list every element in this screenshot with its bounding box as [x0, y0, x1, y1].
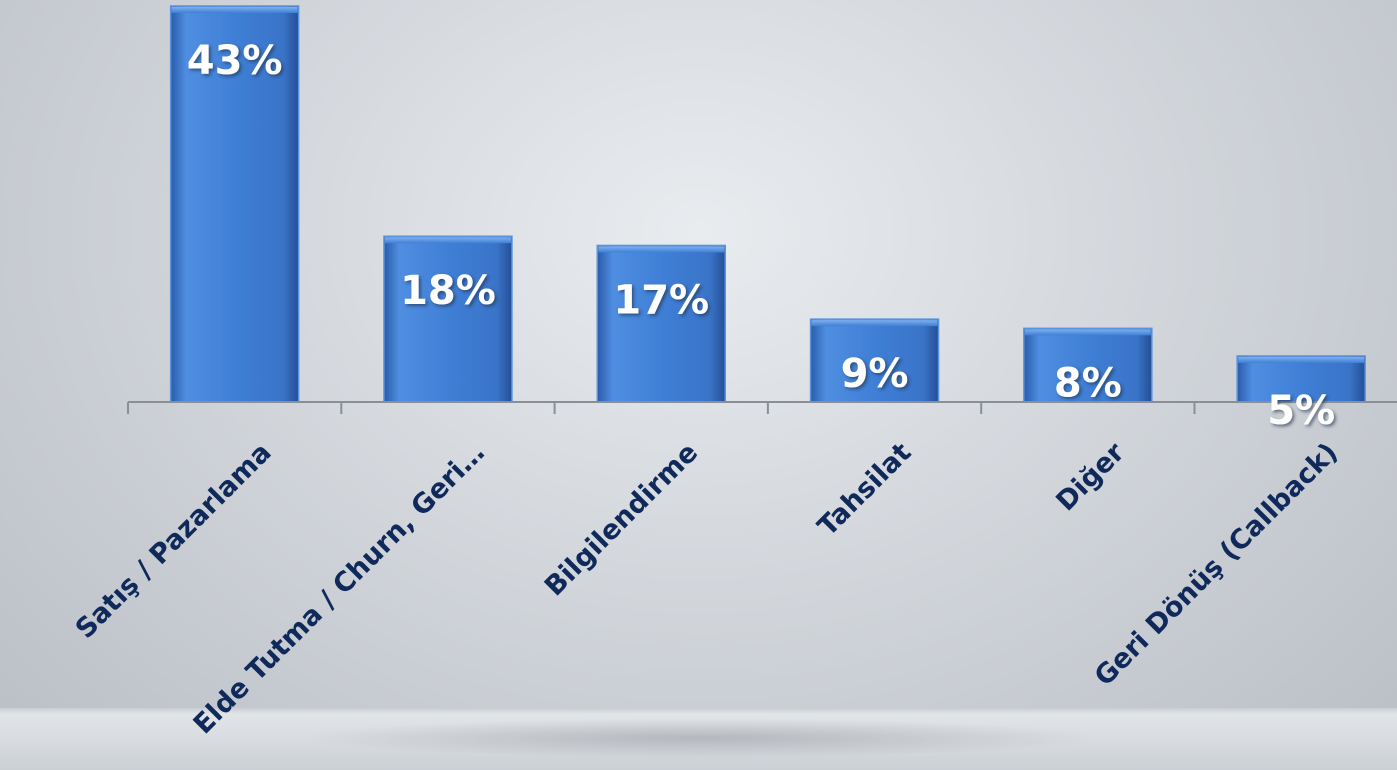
category-label: Diğer: [1050, 437, 1131, 518]
bar-4: [809, 318, 940, 403]
floor-shine: [300, 718, 1100, 758]
x-axis: [127, 401, 1397, 414]
bar-highlight: [811, 320, 938, 327]
bar-highlight: [1024, 329, 1151, 336]
bar-highlight: [384, 237, 511, 244]
bar-6: [1236, 355, 1366, 403]
bar-2: [383, 235, 513, 403]
category-label: Tahsilat: [812, 437, 917, 542]
data-label: 5%: [1267, 388, 1335, 434]
category-label: Geri Dönüş (Callback): [1089, 437, 1344, 692]
bar-highlight: [171, 7, 298, 13]
bars-layer: [169, 5, 1366, 403]
bar-highlight: [598, 246, 725, 253]
bar-3: [596, 244, 726, 403]
bar-5: [1023, 327, 1153, 403]
data-labels: 43% 18% 17% 9% 8% 5%: [187, 38, 1335, 434]
data-label: 9%: [841, 351, 909, 397]
category-label: Bilgilendirme: [539, 437, 704, 602]
data-label: 8%: [1054, 360, 1122, 406]
data-label: 17%: [613, 277, 709, 323]
bar-highlight: [1238, 356, 1365, 363]
data-label: 43%: [187, 38, 283, 84]
category-label: Satış / Pazarlama: [70, 437, 278, 645]
data-label: 18%: [400, 268, 496, 314]
